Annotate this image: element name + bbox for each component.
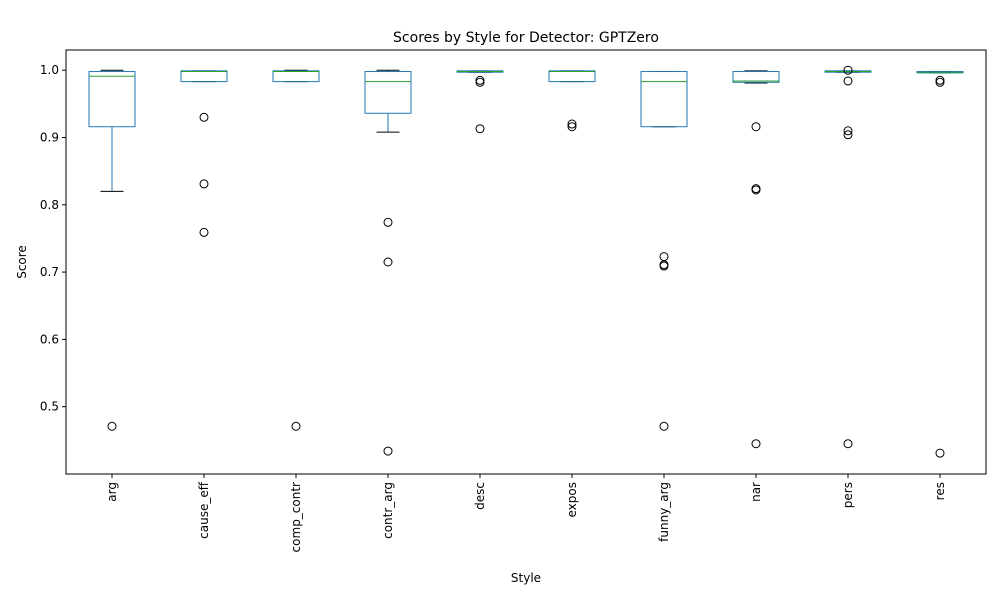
outlier-point — [475, 124, 485, 134]
outlier-point — [935, 77, 945, 87]
chart-title: Scores by Style for Detector: GPTZero — [393, 30, 659, 46]
outlier-point — [475, 75, 485, 85]
outlier-point — [843, 439, 853, 449]
outlier-point — [843, 126, 853, 136]
outlier-point — [199, 227, 209, 237]
outlier-point — [659, 261, 669, 271]
x-axis-label: Style — [511, 571, 541, 585]
box-cause_eff — [180, 70, 228, 83]
plot-area: 0.5 0.6 0.7 0.8 0.9 1.0 arg cause_eff comp_contr… — [40, 49, 987, 552]
outlier-point — [751, 122, 761, 132]
box-arg — [88, 71, 136, 128]
outlier-point — [567, 122, 577, 132]
outlier-point — [935, 448, 945, 458]
x-tick-label: comp_contr — [289, 482, 303, 552]
box-expos — [548, 70, 596, 83]
x-tick-label: expos — [565, 482, 579, 517]
box-nar — [732, 71, 780, 83]
plot-frame — [65, 49, 987, 475]
outlier-point — [199, 179, 209, 189]
outlier-point — [291, 421, 301, 431]
x-tick-label: funny_arg — [657, 482, 671, 542]
box-funny_arg — [640, 71, 688, 128]
x-tick-label: arg — [105, 482, 119, 502]
y-tick-label: 0.5 — [40, 400, 59, 414]
outlier-point — [383, 446, 393, 456]
outlier-point — [843, 65, 853, 75]
outlier-point — [935, 75, 945, 85]
outlier-point — [475, 77, 485, 87]
outlier-point — [567, 119, 577, 129]
outlier-point — [659, 421, 669, 431]
outlier-point — [843, 76, 853, 86]
outlier-point — [383, 217, 393, 227]
y-tick-label: 0.9 — [40, 130, 59, 144]
outlier-point — [199, 112, 209, 122]
x-tick-label: cause_eff — [197, 481, 211, 539]
outlier-point — [843, 130, 853, 140]
x-tick-label: nar — [749, 482, 763, 502]
outlier-point — [383, 257, 393, 267]
y-tick-label: 1.0 — [40, 63, 59, 77]
y-tick-label: 0.6 — [40, 332, 59, 346]
outlier-point — [751, 185, 761, 195]
x-tick-label: pers — [841, 482, 855, 508]
outlier-point — [107, 421, 117, 431]
y-tick-label: 0.7 — [40, 265, 59, 279]
x-tick-label: contr_arg — [381, 482, 395, 539]
outlier-point — [751, 439, 761, 449]
x-tick-label: desc — [473, 482, 487, 510]
y-axis-label: Score — [15, 245, 29, 279]
box-comp_contr — [272, 70, 320, 83]
x-tick-label: res — [933, 482, 947, 500]
box-contr_arg — [364, 71, 412, 114]
y-tick-label: 0.8 — [40, 198, 59, 212]
outlier-point — [659, 252, 669, 262]
